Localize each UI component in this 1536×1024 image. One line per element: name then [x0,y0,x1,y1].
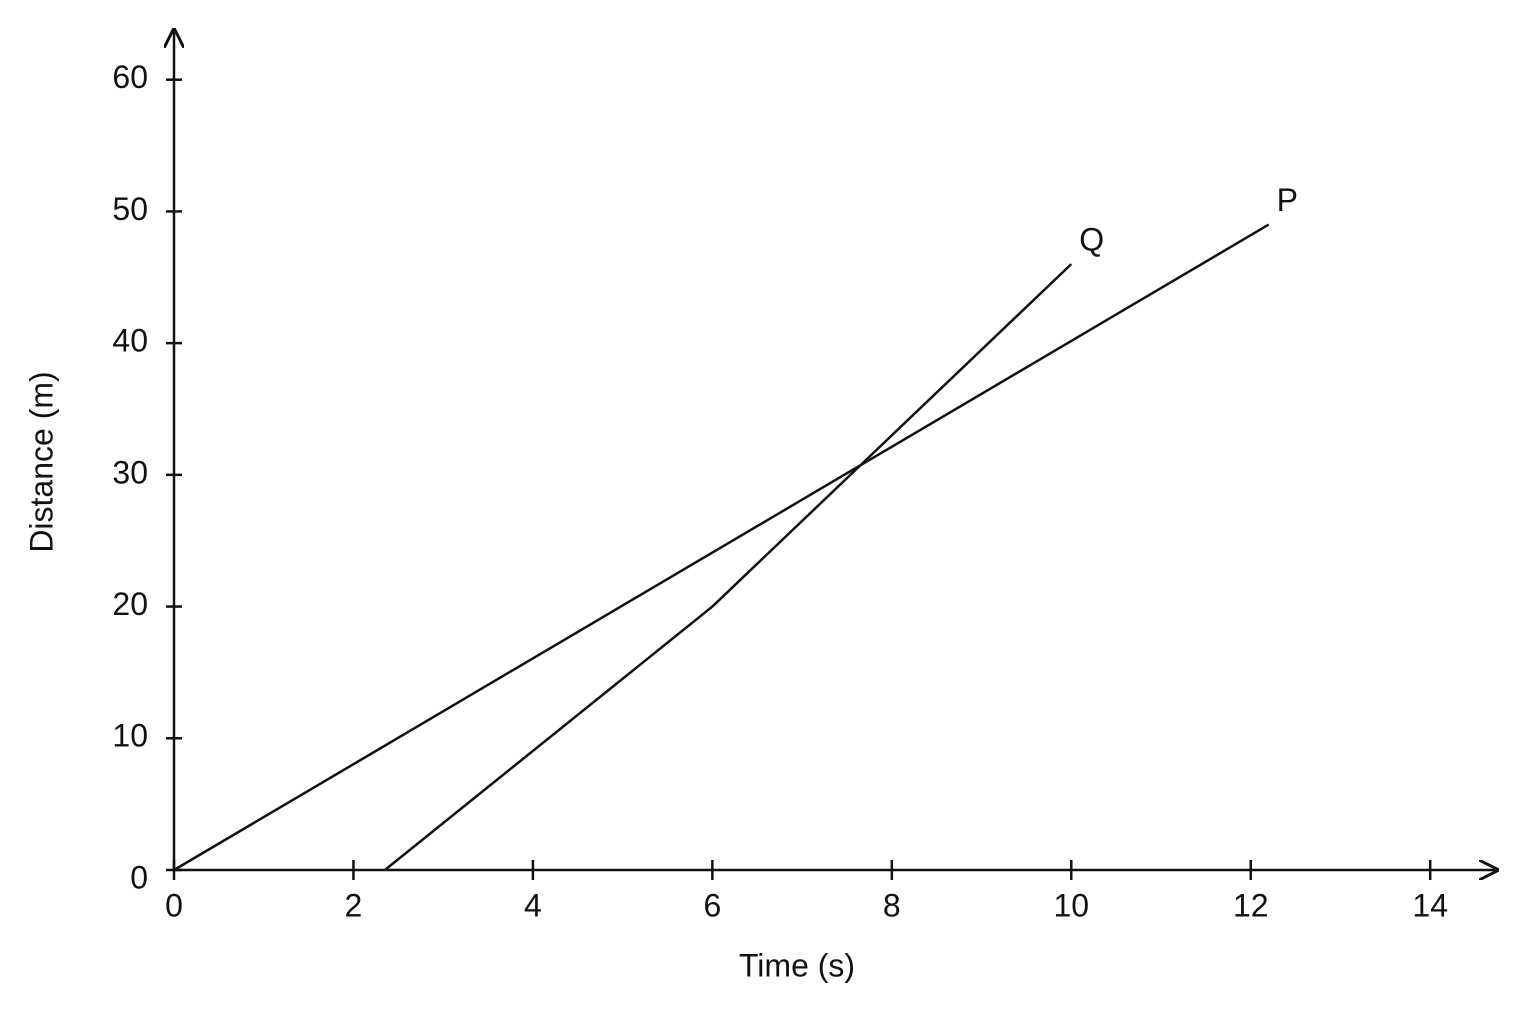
y-tick-label: 0 [130,859,148,895]
series-line [173,223,1270,872]
x-tick-label: 12 [1233,887,1269,923]
x-tick-label: 4 [524,887,542,923]
y-tick-label: 50 [112,191,148,227]
y-tick-label: 10 [112,718,148,754]
series-label: P [1277,182,1298,218]
x-tick-label: 10 [1053,887,1089,923]
x-tick-label: 2 [345,887,363,923]
x-tick-label: 6 [703,887,721,923]
y-tick-label: 20 [112,586,148,622]
y-tick-label: 40 [112,323,148,359]
x-tick-label: 0 [165,887,183,923]
series-label: Q [1079,222,1104,258]
x-tick-label: 8 [883,887,901,923]
y-axis-label: Distance (m) [23,371,59,552]
series-line [384,263,1073,871]
x-axis-label: Time (s) [739,947,855,983]
x-tick-label: 14 [1412,887,1448,923]
y-tick-label: 60 [112,59,148,95]
y-tick-label: 30 [112,454,148,490]
